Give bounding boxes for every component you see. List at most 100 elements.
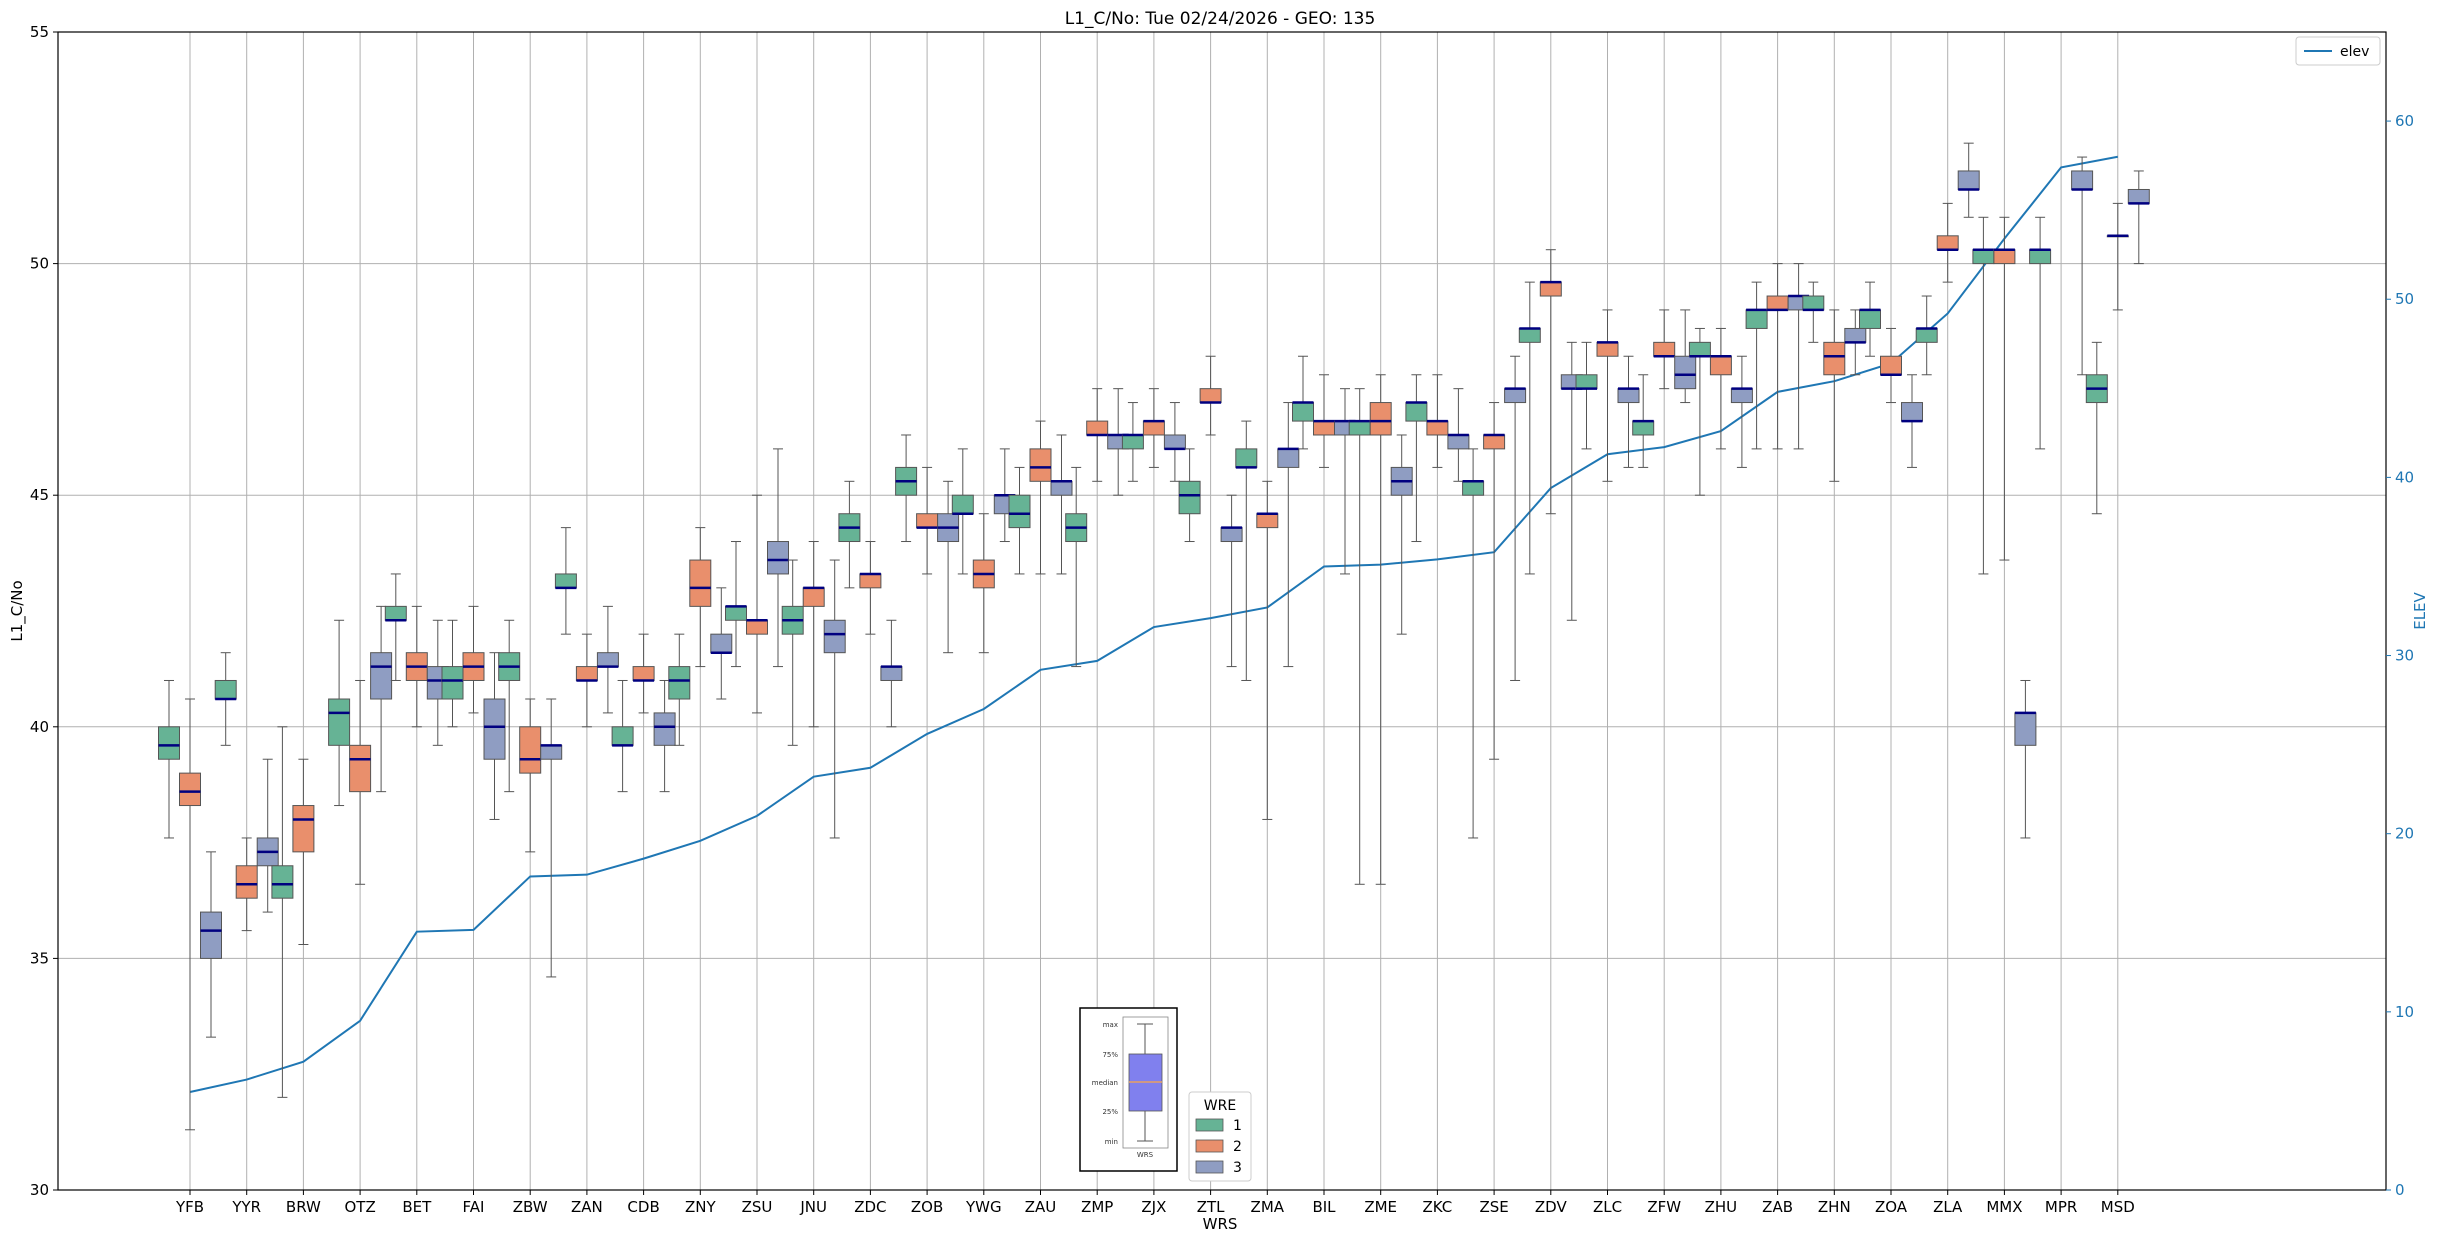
x-tick-label-ZDV: ZDV	[1535, 1198, 1568, 1216]
iqr-box	[2029, 249, 2052, 265]
box-ZOB-wre3	[937, 480, 960, 654]
box-ZKC-wre1	[1405, 374, 1428, 543]
box-JNU-wre3	[823, 559, 846, 839]
iqr-box	[1596, 341, 1619, 357]
x-tick-label-ZAU: ZAU	[1025, 1198, 1057, 1216]
box-ZHN-wre3	[1844, 309, 1867, 376]
iqr-box	[292, 805, 315, 853]
iqr-box	[1447, 434, 1470, 450]
iqr-box	[1086, 420, 1109, 436]
iqr-box	[1653, 341, 1676, 357]
x-tick-label-ZKC: ZKC	[1423, 1198, 1453, 1216]
iqr-box	[1518, 327, 1541, 343]
box-YFB-wre2	[179, 698, 201, 1131]
box-ZDV-wre2	[1539, 249, 1562, 515]
y-tick-label-4: 50	[30, 255, 49, 273]
iqr-box	[1632, 420, 1655, 436]
box-ZMP-wre2	[1086, 388, 1109, 482]
elev-line	[189, 155, 2118, 1093]
box-ZOA-wre2	[1880, 327, 1902, 404]
iqr-box	[1859, 309, 1881, 329]
iqr-box	[611, 726, 634, 746]
box-ZNY-wre2	[689, 527, 712, 668]
iqr-box	[1178, 480, 1201, 515]
y2-tick-label-5: 50	[2395, 290, 2414, 308]
iqr-box	[1142, 420, 1165, 436]
box-ZFW-wre2	[1653, 309, 1676, 390]
chart-title: L1_C/No: Tue 02/24/2026 - GEO: 135	[1065, 9, 1376, 29]
iqr-box	[632, 666, 655, 681]
box-ZAU-wre2	[1029, 420, 1052, 575]
x-axis-ticks: YFB YYR BRW OTZ BET FAI ZBW ZAN CDB ZNY ZSU JNU ZDC Z…	[175, 1190, 2135, 1216]
iqr-box	[823, 619, 846, 654]
box-ZKC-wre2	[1426, 374, 1449, 468]
box-ZNY-wre3	[710, 587, 733, 700]
iqr-box	[158, 726, 180, 760]
iqr-box	[1844, 327, 1867, 343]
x-tick-label-ZNY: ZNY	[685, 1198, 716, 1216]
box-ZSE-wre2	[1483, 402, 1506, 760]
box-ZAB-wre1	[1745, 281, 1768, 450]
iqr-box	[1369, 402, 1392, 436]
elev-series	[189, 155, 2118, 1093]
iqr-box	[1008, 494, 1031, 529]
x-tick-label-JNU: JNU	[799, 1198, 827, 1216]
x-tick-label-ZMA: ZMA	[1251, 1198, 1285, 1216]
box-ZME-wre1	[1348, 388, 1371, 885]
y2-tick-label-2: 20	[2395, 825, 2414, 843]
box-ZTL-wre1	[1178, 448, 1201, 543]
wre-legend-swatch-3	[1195, 1160, 1224, 1174]
elev-legend-box	[2295, 36, 2381, 66]
box-ZHU-wre1	[1688, 327, 1711, 496]
box-ZAN-wre3	[596, 605, 619, 714]
iqr-box	[1901, 402, 1923, 422]
x-tick-label-ZFW: ZFW	[1647, 1198, 1681, 1216]
x-tick-label-YFB: YFB	[175, 1198, 204, 1216]
iqr-box	[384, 605, 407, 621]
elev-legend-label: elev	[2340, 44, 2369, 60]
iqr-box	[1575, 374, 1598, 390]
box-JNU-wre1	[781, 559, 804, 746]
box-ZHU-wre3	[1730, 355, 1753, 468]
iqr-box	[1617, 388, 1640, 404]
x-tick-label-ZOA: ZOA	[1875, 1198, 1908, 1216]
iqr-box	[802, 587, 825, 607]
x-tick-label-BET: BET	[402, 1198, 432, 1216]
box-BIL-wre2	[1313, 374, 1335, 468]
box-ZMP-wre1	[1065, 466, 1088, 668]
iqr-box	[1313, 420, 1335, 436]
wre-legend-box	[1188, 1091, 1252, 1182]
x-tick-label-ZMP: ZMP	[1081, 1198, 1113, 1216]
y2-tick-label-1: 10	[2395, 1003, 2414, 1021]
box-YFB-wre3	[200, 851, 222, 1038]
iqr-box	[746, 619, 768, 635]
box-ZHN-wre1	[1802, 281, 1825, 343]
box-FAI-wre1	[441, 619, 464, 728]
box-YFB-wre1	[158, 679, 180, 839]
iqr-box	[1972, 249, 1995, 265]
grid-lines	[58, 32, 2386, 1190]
box-ZLA-wre3	[1957, 142, 1980, 218]
box-key-label-q3: 75%	[1102, 1051, 1118, 1059]
box-YWG-wre1	[951, 448, 974, 575]
iqr-box	[767, 541, 789, 575]
iqr-box	[710, 633, 733, 654]
box-MMX-wre2	[1993, 216, 2016, 561]
box-ZME-wre3	[1390, 434, 1413, 635]
iqr-box	[441, 666, 464, 700]
iqr-box	[540, 744, 563, 760]
y-tick-label-1: 35	[30, 949, 49, 967]
iqr-box	[880, 666, 903, 681]
iqr-box	[1880, 355, 1902, 376]
iqr-box	[1539, 281, 1562, 297]
box-ZOB-wre1	[895, 434, 918, 543]
x-tick-label-OTZ: OTZ	[344, 1198, 375, 1216]
box-ZDC-wre1	[838, 480, 861, 589]
iqr-box	[596, 652, 619, 668]
x-tick-label-MPR: MPR	[2045, 1198, 2077, 1216]
x-tick-label-MMX: MMX	[1986, 1198, 2022, 1216]
y2-tick-label-3: 30	[2395, 647, 2414, 665]
box-ZME-wre2	[1369, 374, 1392, 885]
elev-legend: elev	[2295, 36, 2381, 66]
box-OTZ-wre1	[328, 619, 351, 807]
